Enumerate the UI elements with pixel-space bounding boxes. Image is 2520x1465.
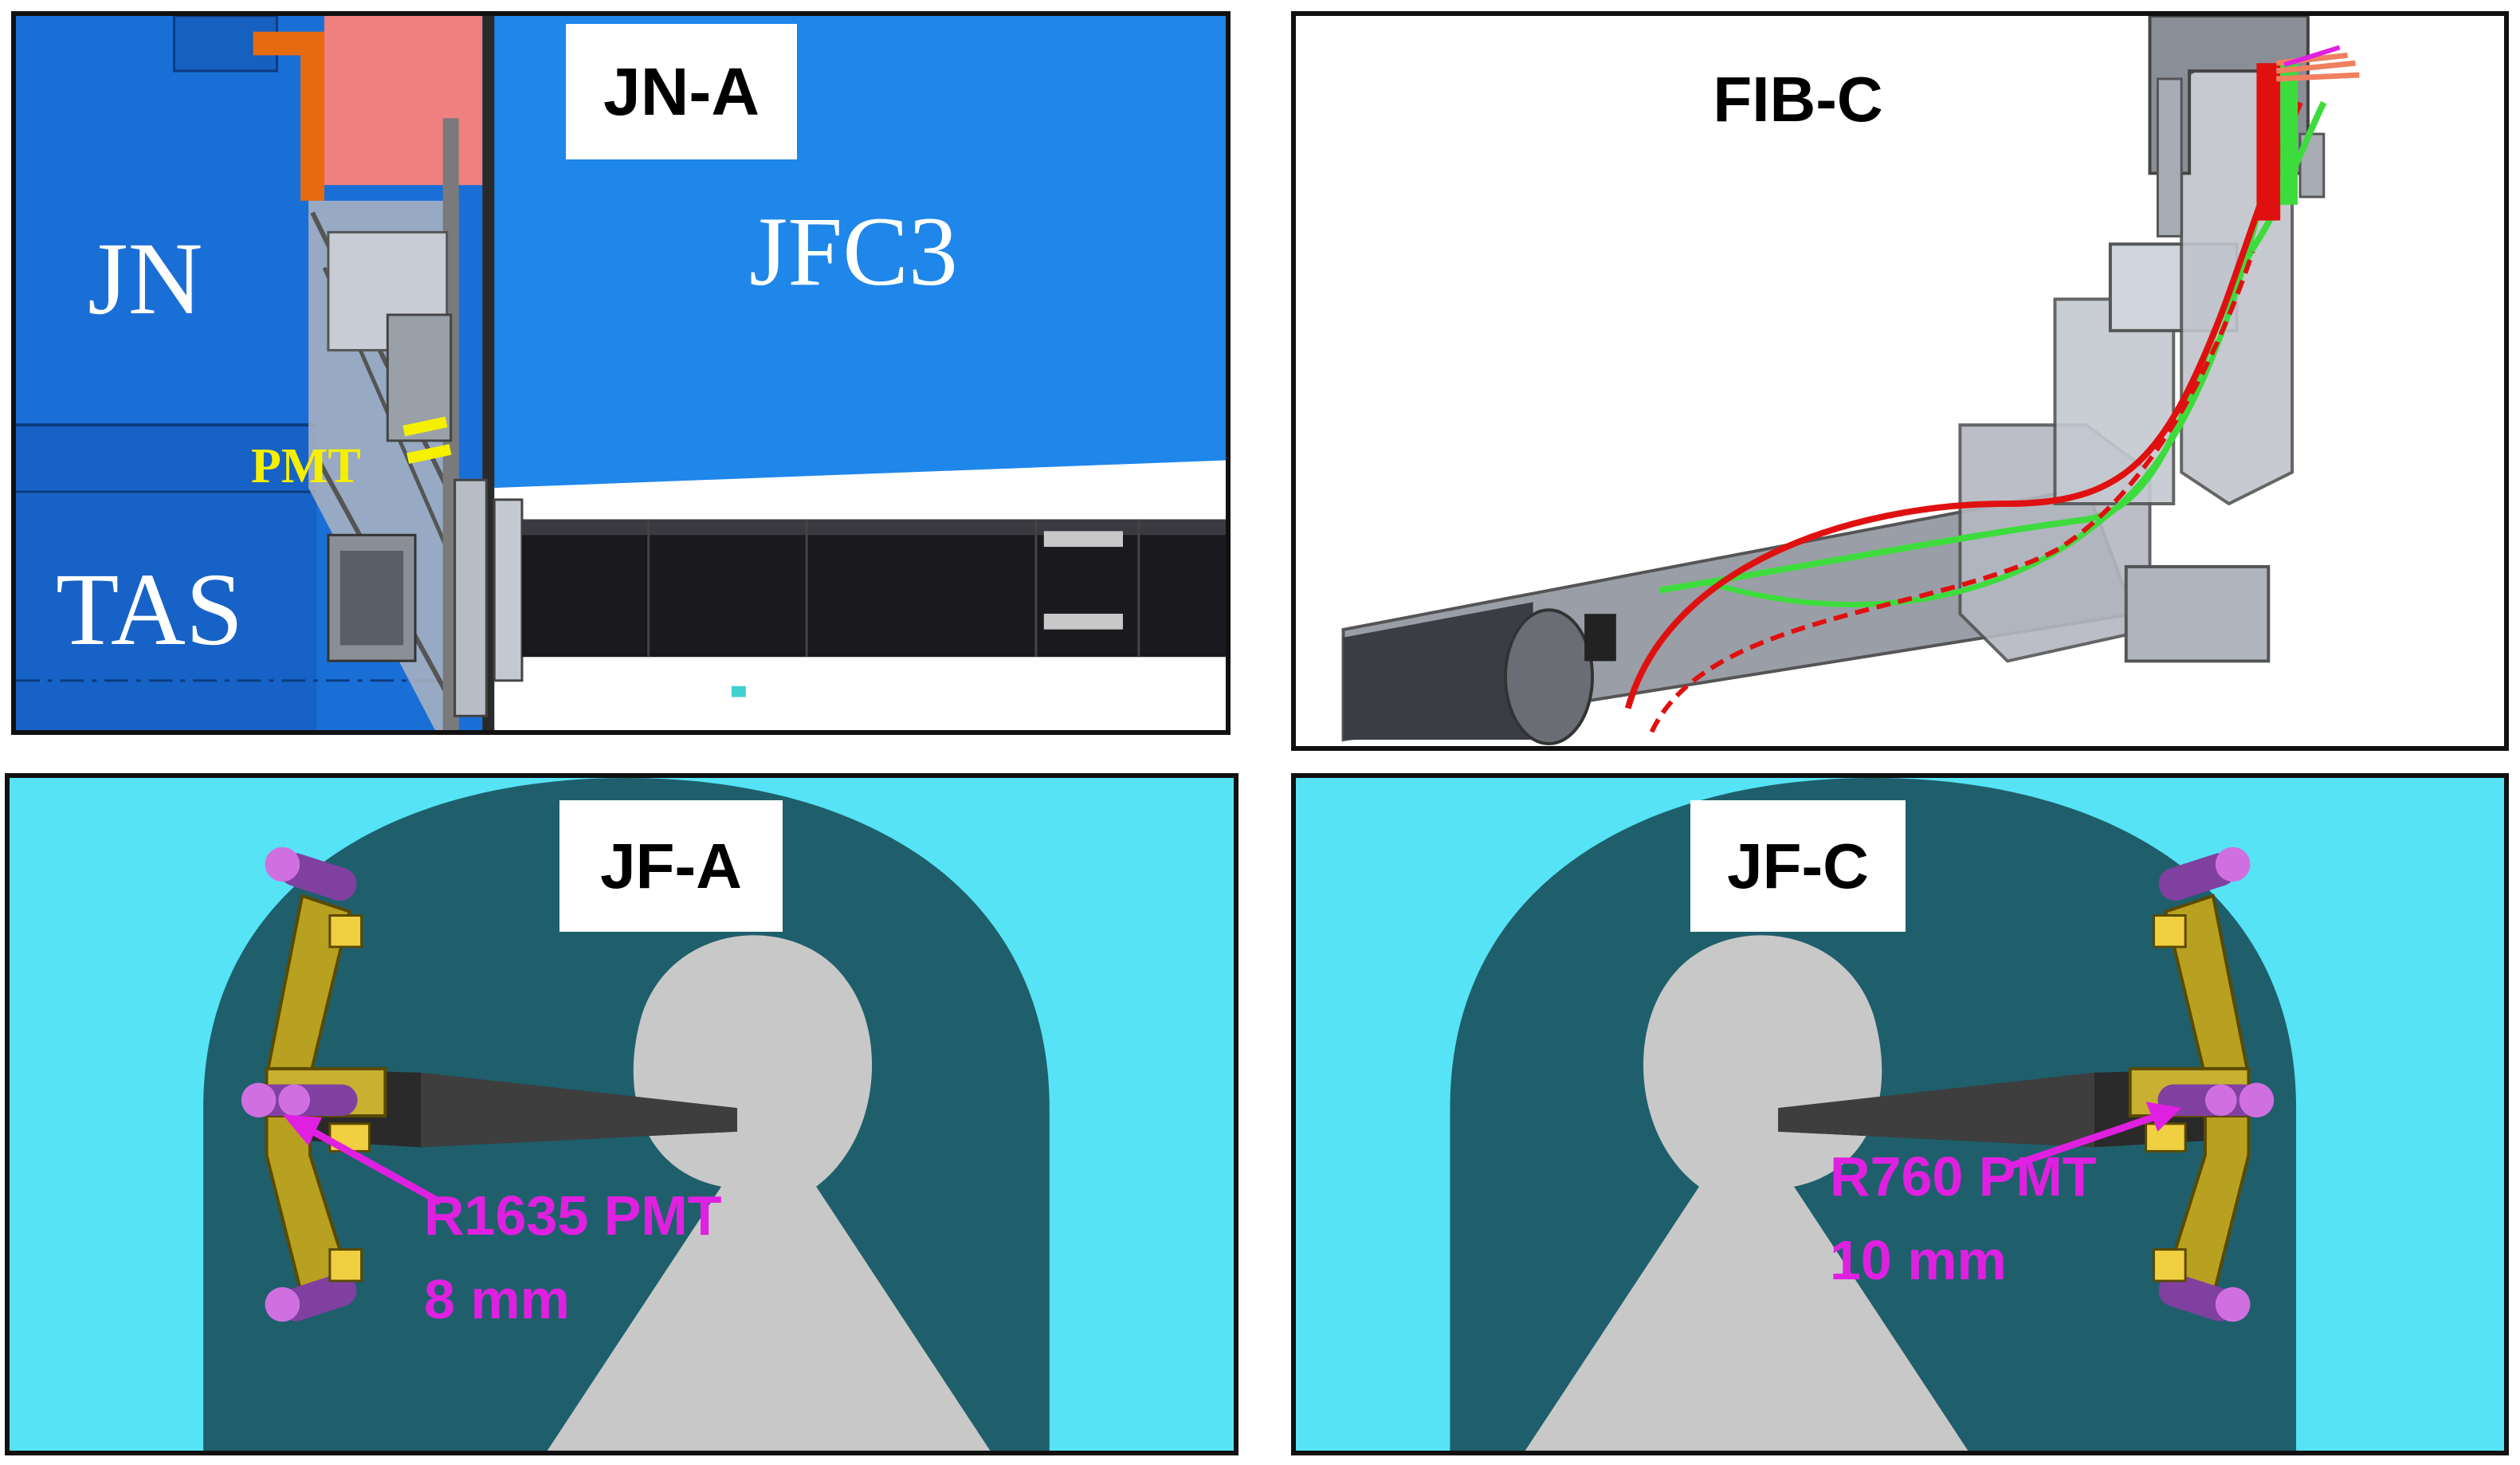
cable-red-1 (1624, 100, 2303, 709)
jf-a-pointer (304, 1124, 442, 1206)
jn-block (16, 16, 309, 426)
fib-c-title: FIB-C (1678, 40, 1917, 159)
panel-jn-a: JN-A JN JFC3 PMT TAS (11, 11, 1231, 735)
jfc3-label: JFC3 (749, 197, 958, 306)
cable-red-bundle (2256, 63, 2281, 221)
panel-fib-c: FIB-C (1291, 11, 2509, 751)
jf-c-pmt-model: R760 PMT (1830, 1145, 2097, 1208)
jf-c-pmt-size: 10 mm (1830, 1229, 2007, 1291)
tas-label: TAS (56, 552, 244, 667)
panel-jf-c: JF-C R760 PMT 10 mm (1291, 773, 2509, 1455)
jf-c-title: JF-C (1690, 800, 1906, 932)
jf-a-title: JF-A (559, 800, 783, 932)
jn-a-drawing (16, 16, 1226, 730)
jf-a-aperture (547, 935, 991, 1451)
pmt-bar-1 (402, 416, 448, 437)
jf-c-drawing (1450, 778, 2297, 1451)
pmt-bar-2 (406, 444, 452, 464)
jf-c-aperture (1525, 935, 1969, 1451)
jf-a-pmt-size: 8 mm (424, 1268, 570, 1330)
orange-bracket (253, 31, 324, 201)
cable-red-2 (1649, 251, 2255, 733)
fib-c-drawing (1341, 16, 2360, 746)
cable-green-2 (1706, 141, 2279, 607)
pmt-label: PMT (251, 439, 361, 493)
jf-a-pmt-model: R1635 PMT (424, 1184, 722, 1247)
panel-jf-a: JF-A R1635 PMT 8 mm (5, 773, 1238, 1455)
cable-green-bundle (2280, 63, 2298, 205)
jn-a-title: JN-A (566, 24, 797, 159)
jf-c-pointer (2006, 1112, 2159, 1171)
jf-a-drawing (203, 778, 1050, 1451)
jn-label: JN (88, 222, 203, 336)
